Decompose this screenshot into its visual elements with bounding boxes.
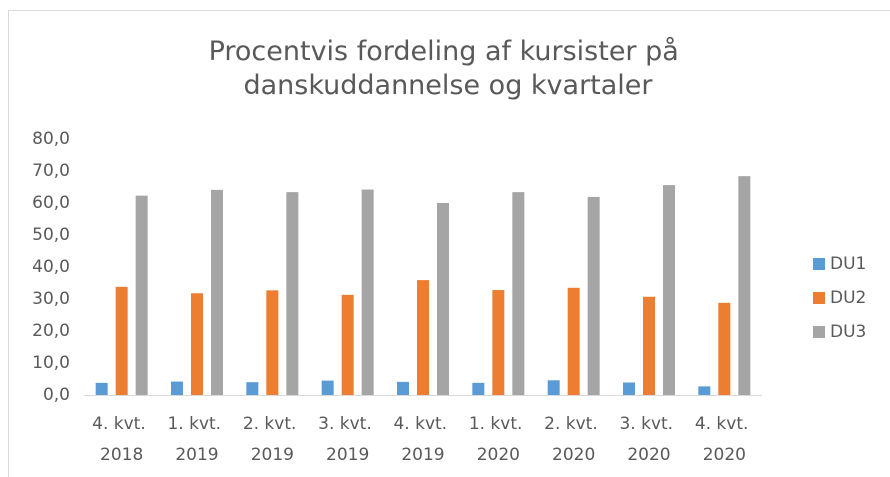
bar — [587, 196, 600, 395]
legend-swatch — [813, 258, 825, 270]
bar — [718, 302, 731, 395]
bar — [437, 203, 449, 395]
chart-title: Procentvis fordeling af kursister på dan… — [209, 36, 688, 101]
bar — [567, 287, 580, 395]
y-tick-label: 60,0 — [32, 193, 70, 213]
x-tick-label: 3. kvt. 2019 — [318, 414, 377, 465]
bar — [135, 195, 148, 395]
bar — [211, 189, 223, 395]
x-tick-label: 1. kvt. 2020 — [469, 414, 528, 465]
bar — [115, 286, 128, 395]
legend-label: DU3 — [830, 322, 866, 342]
bar — [663, 185, 675, 395]
y-tick-label: 30,0 — [32, 289, 70, 309]
y-tick-label: 50,0 — [32, 225, 70, 245]
bar — [492, 290, 505, 395]
bar — [623, 382, 635, 395]
bar — [472, 382, 485, 395]
y-tick-label: 40,0 — [32, 257, 70, 277]
bar — [321, 380, 334, 395]
bar — [266, 290, 279, 395]
bar — [361, 189, 374, 395]
bar — [417, 280, 429, 395]
bar — [286, 192, 299, 395]
bar — [547, 380, 560, 395]
y-tick-label: 10,0 — [32, 353, 70, 373]
bar — [95, 382, 108, 395]
x-tick-label: 1. kvt. 2019 — [167, 414, 226, 465]
x-tick-label: 4. kvt. 2018 — [92, 414, 151, 465]
x-tick-label: 2. kvt. 2019 — [243, 414, 302, 465]
legend-label: DU2 — [830, 288, 866, 308]
y-tick-label: 70,0 — [32, 161, 70, 181]
bar — [191, 293, 203, 395]
bar — [698, 386, 711, 395]
legend-swatch — [813, 292, 825, 304]
bar — [171, 381, 183, 395]
bar — [738, 176, 751, 395]
bar — [397, 381, 409, 395]
x-tick-label: 3. kvt. 2020 — [619, 414, 678, 465]
legend-swatch — [813, 326, 825, 338]
x-tick-label: 2. kvt. 2020 — [544, 414, 603, 465]
bar — [246, 382, 259, 395]
bar — [512, 192, 525, 395]
bar — [341, 294, 354, 395]
legend-label: DU1 — [830, 254, 866, 274]
x-tick-label: 4. kvt. 2019 — [393, 414, 452, 465]
y-tick-label: 20,0 — [32, 321, 70, 341]
x-tick-label: 4. kvt. 2020 — [695, 414, 754, 465]
y-tick-label: 80,0 — [32, 129, 70, 149]
bar — [643, 296, 655, 395]
y-tick-label: 0,0 — [43, 385, 70, 405]
